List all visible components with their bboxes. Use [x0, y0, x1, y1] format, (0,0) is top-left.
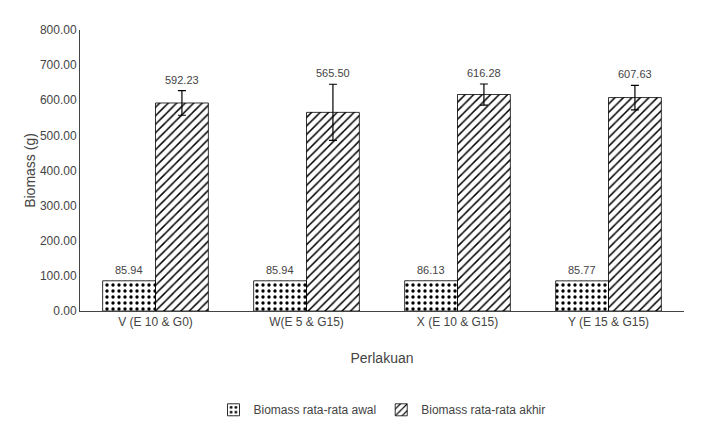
svg-text:Biomass rata-rata akhir: Biomass rata-rata akhir [421, 403, 545, 417]
svg-text:Perlakuan: Perlakuan [350, 350, 413, 366]
svg-text:565.50: 565.50 [316, 67, 350, 79]
svg-text:300.00: 300.00 [40, 199, 77, 213]
svg-text:600.00: 600.00 [40, 93, 77, 107]
svg-text:800.00: 800.00 [40, 23, 77, 37]
svg-text:607.63: 607.63 [618, 68, 652, 80]
svg-text:0.00: 0.00 [53, 304, 77, 318]
svg-text:500.00: 500.00 [40, 129, 77, 143]
svg-text:Biomass (g): Biomass (g) [22, 133, 38, 208]
svg-text:85.94: 85.94 [115, 264, 143, 276]
svg-text:85.77: 85.77 [568, 264, 596, 276]
svg-text:700.00: 700.00 [40, 58, 77, 72]
svg-text:200.00: 200.00 [40, 234, 77, 248]
svg-text:86.13: 86.13 [417, 264, 445, 276]
svg-text:100.00: 100.00 [40, 269, 77, 283]
svg-text:616.28: 616.28 [467, 67, 501, 79]
svg-text:85.94: 85.94 [266, 264, 294, 276]
svg-text:W(E 5 & G15): W(E 5 & G15) [269, 315, 344, 329]
svg-text:592.23: 592.23 [165, 74, 199, 86]
svg-text:Biomass rata-rata awal: Biomass rata-rata awal [254, 403, 377, 417]
svg-text:400.00: 400.00 [40, 164, 77, 178]
svg-text:Y (E 15 & G15): Y (E 15 & G15) [568, 315, 649, 329]
svg-text:X (E 10 & G15): X (E 10 & G15) [417, 315, 498, 329]
svg-text:V (E 10 & G0): V (E 10 & G0) [118, 315, 193, 329]
